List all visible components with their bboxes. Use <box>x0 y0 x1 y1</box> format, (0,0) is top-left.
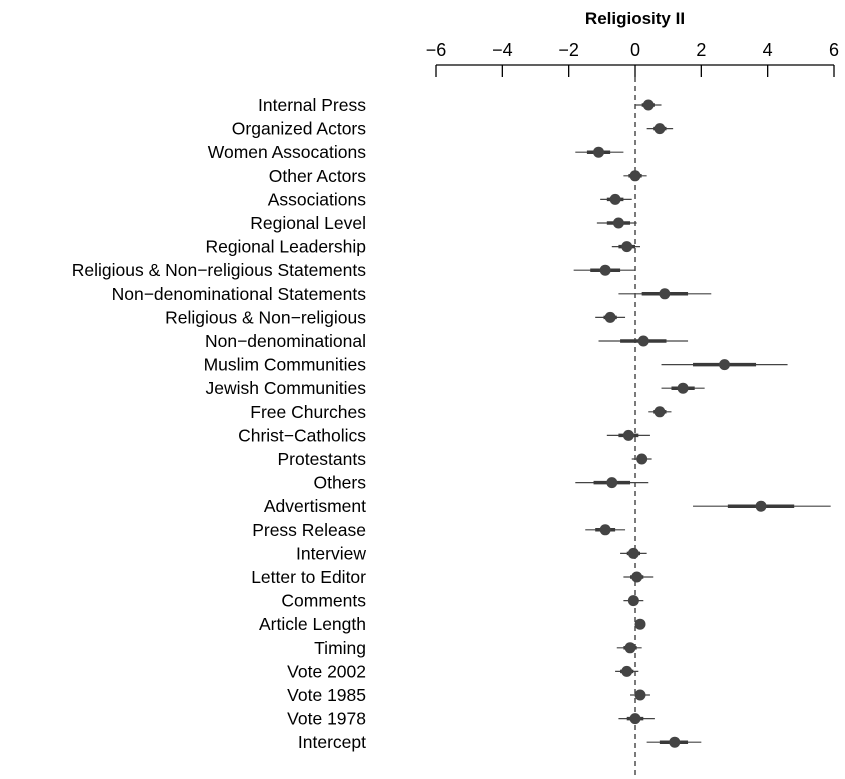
estimate-point <box>642 99 654 111</box>
row-label: Comments <box>281 591 366 611</box>
estimate-point <box>609 193 621 205</box>
estimate-point <box>612 217 624 229</box>
coef-row <box>623 571 654 583</box>
coef-row <box>573 264 635 276</box>
estimate-point <box>654 123 666 135</box>
row-label: Women Assocations <box>208 142 366 162</box>
estimate-point <box>637 335 649 347</box>
estimate-point <box>629 170 641 182</box>
coef-row <box>623 595 644 607</box>
coef-row <box>620 547 647 559</box>
coef-row <box>634 618 646 630</box>
row-label: Non−denominational <box>205 331 366 351</box>
x-tick-label: 6 <box>829 40 839 60</box>
row-label: Religious & Non−religious Statements <box>72 260 367 280</box>
row-label: Vote 1985 <box>287 685 366 705</box>
estimate-point <box>634 618 646 630</box>
row-label: Interview <box>296 543 366 563</box>
estimate-point <box>606 477 618 489</box>
row-label: Regional Level <box>250 213 366 233</box>
coef-row <box>646 123 674 135</box>
x-tick-label: 0 <box>630 40 640 60</box>
coef-row <box>600 193 632 205</box>
coef-row <box>575 477 649 489</box>
x-axis: −6 −4 −2 0 2 4 6 <box>426 40 839 77</box>
coef-row <box>611 241 640 253</box>
chart-title: Religiosity II <box>585 9 685 28</box>
row-label: Jewish Communities <box>206 378 367 398</box>
estimate-point <box>636 453 648 465</box>
estimate-point <box>669 736 681 748</box>
coef-row <box>606 429 650 441</box>
estimate-point <box>627 547 639 559</box>
estimate-point <box>599 524 611 536</box>
estimate-point <box>599 264 611 276</box>
coef-row <box>693 500 831 512</box>
coef-row <box>631 453 652 465</box>
row-label: Associations <box>268 189 366 209</box>
coef-row <box>618 288 712 300</box>
coef-row <box>596 217 637 229</box>
coef-row <box>648 406 672 418</box>
row-label: Free Churches <box>250 402 366 422</box>
estimate-point <box>634 689 646 701</box>
row-label: Others <box>313 473 366 493</box>
row-label: Article Length <box>259 614 366 634</box>
estimate-point <box>629 713 641 725</box>
estimate-point <box>621 665 633 677</box>
coef-row <box>618 713 655 725</box>
estimate-point <box>654 406 666 418</box>
row-label: Regional Leadership <box>205 237 366 257</box>
estimate-point <box>677 382 689 394</box>
row-label: Internal Press <box>258 95 366 115</box>
estimate-point <box>755 500 767 512</box>
row-label: Muslim Communities <box>204 355 367 375</box>
coef-row <box>661 382 705 394</box>
estimate-point <box>621 241 633 253</box>
row-label: Other Actors <box>269 166 367 186</box>
coef-row <box>585 524 626 536</box>
row-label: Press Release <box>252 520 366 540</box>
estimate-point <box>631 571 643 583</box>
coef-row <box>595 311 626 323</box>
estimate-point <box>624 642 636 654</box>
coef-row <box>623 170 647 182</box>
row-label: Organized Actors <box>232 119 366 139</box>
x-tick-label: −6 <box>426 40 447 60</box>
estimate-point <box>604 311 616 323</box>
estimate-point <box>622 429 634 441</box>
row-label: Timing <box>314 638 366 658</box>
coef-row <box>661 359 788 371</box>
x-tick-label: −2 <box>558 40 579 60</box>
estimate-point <box>627 595 639 607</box>
coef-row <box>615 665 639 677</box>
row-labels: Internal Press Organized Actors Women Asso… <box>72 95 367 752</box>
row-label: Intercept <box>298 732 366 752</box>
x-tick-label: 4 <box>763 40 773 60</box>
coef-row <box>635 99 662 111</box>
row-label: Non−denominational Statements <box>112 284 367 304</box>
estimate-point <box>593 146 605 158</box>
estimate-point <box>659 288 671 300</box>
estimate-point <box>719 359 731 371</box>
coef-row <box>616 642 642 654</box>
row-label: Vote 2002 <box>287 661 366 681</box>
row-label: Advertisment <box>264 496 366 516</box>
row-label: Religious & Non−religious <box>165 307 366 327</box>
coef-row <box>630 689 650 701</box>
coef-row <box>646 736 702 748</box>
coef-row <box>598 335 689 347</box>
row-label: Vote 1978 <box>287 709 366 729</box>
x-tick-label: −4 <box>492 40 513 60</box>
x-tick-label: 2 <box>696 40 706 60</box>
row-label: Christ−Catholics <box>238 425 366 445</box>
estimates <box>573 99 831 748</box>
row-label: Letter to Editor <box>251 567 366 587</box>
coef-row <box>575 146 624 158</box>
row-label: Protestants <box>277 449 366 469</box>
